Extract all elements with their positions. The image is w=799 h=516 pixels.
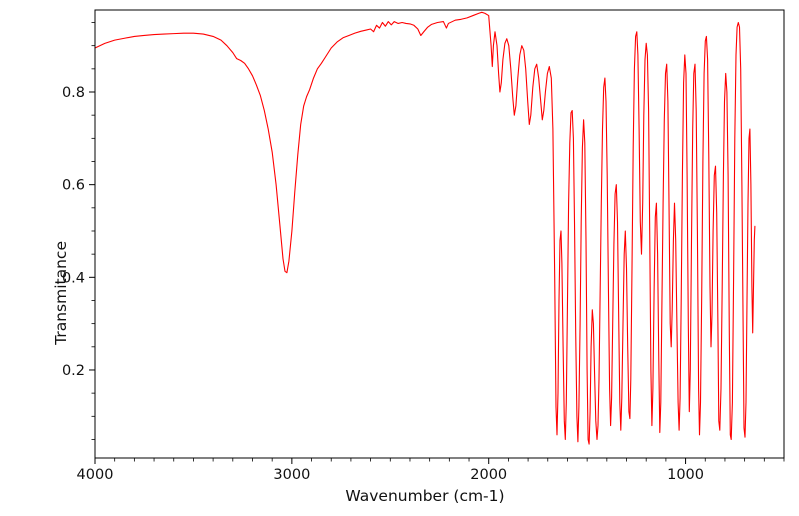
y-tick-label: 0.8 — [62, 85, 85, 101]
spectrum-line — [94, 11, 756, 445]
x-tick-label: 1000 — [667, 467, 704, 483]
y-tick-label: 0.2 — [62, 363, 85, 379]
plot-border — [94, 9, 785, 459]
y-tick-label: 0.4 — [62, 270, 85, 286]
x-tick-label: 2000 — [470, 467, 507, 483]
y-tick-label: 0.6 — [62, 178, 85, 194]
y-axis-title: Transmitance — [51, 241, 70, 345]
x-axis-title: Wavenumber (cm-1) — [345, 487, 505, 505]
x-tick-label: 4000 — [77, 467, 114, 483]
x-tick-label: 3000 — [273, 467, 310, 483]
